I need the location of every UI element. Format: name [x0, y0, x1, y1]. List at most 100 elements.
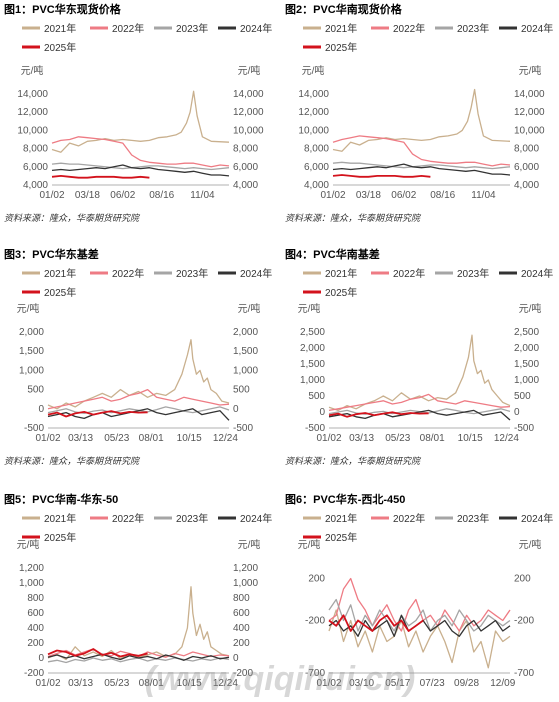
- series-line-2024年: [47, 653, 230, 661]
- legend-label: 2022年: [112, 267, 144, 280]
- legend-label: 2024年: [521, 267, 553, 280]
- series-line-2024年: [47, 408, 230, 421]
- y-tick-label-left: -200: [305, 616, 325, 627]
- y-tick-label-left: 500: [308, 391, 325, 402]
- y-tick-label-right: 600: [233, 608, 250, 619]
- watermark: (www.qiqihui.cn): [145, 660, 416, 697]
- x-tick-label: 10/15: [177, 433, 202, 444]
- legend-label: 2023年: [176, 267, 208, 280]
- series-line-2024年: [332, 163, 511, 176]
- x-tick-label: 05/23: [104, 678, 129, 689]
- y-tick-label-left: -700: [305, 668, 325, 679]
- y-tick-label-right: 1,000: [233, 578, 258, 589]
- legend-label: 2023年: [176, 22, 208, 35]
- y-tick-label-left: 12,000: [17, 107, 48, 118]
- panel-title: 图5：PVC华南-华东-50: [4, 492, 118, 506]
- x-tick-label: 08/16: [430, 190, 455, 201]
- panel-title: 图6：PVC华东-西北-450: [285, 492, 405, 506]
- legend-label: 2021年: [325, 267, 357, 280]
- y-tick-label-right: -500: [514, 423, 534, 434]
- legend-label: 2022年: [393, 22, 425, 35]
- y-tick-label-right: 6,000: [233, 162, 258, 173]
- y-tick-label-right: 8,000: [514, 144, 539, 155]
- y-tick-label-left: 10,000: [17, 125, 48, 136]
- y-unit-right: 元/吨: [238, 538, 261, 551]
- series-line-2025年: [47, 648, 148, 658]
- series-line-2021年: [332, 88, 511, 152]
- legend-label: 2021年: [44, 267, 76, 280]
- y-tick-label-right: 8,000: [233, 144, 258, 155]
- series-line-2022年: [51, 136, 230, 168]
- series-line-2025年: [328, 411, 429, 418]
- x-tick-label: 08/01: [420, 433, 445, 444]
- panel-1: 图1：PVC华东现货价格 2021年 2022年 2023年 2024年 2025年元/吨…: [4, 2, 272, 223]
- y-tick-label-left: 1,500: [300, 359, 325, 370]
- legend: 2021年 2022年 2023年 2024年 2025年: [22, 22, 272, 54]
- series-line-2021年: [328, 334, 511, 412]
- x-tick-label: 01/02: [316, 433, 341, 444]
- y-tick-label-right: 800: [233, 593, 250, 604]
- y-tick-label-left: 200: [27, 638, 44, 649]
- y-tick-label-right: 500: [233, 385, 250, 396]
- series-line-2023年: [51, 162, 230, 171]
- y-tick-label-left: 600: [27, 608, 44, 619]
- y-tick-label-right: 14,000: [514, 89, 545, 100]
- legend-label: 2021年: [325, 22, 357, 35]
- y-tick-label-right: 0: [514, 407, 520, 418]
- legend-label: 2025年: [325, 531, 357, 544]
- legend-label: 2025年: [44, 531, 76, 544]
- x-tick-label: 03/10: [349, 678, 374, 689]
- y-tick-label-left: -500: [24, 423, 44, 434]
- legend-label: 2025年: [44, 41, 76, 54]
- y-tick-label-left: 12,000: [298, 107, 329, 118]
- y-tick-label-left: 1,200: [19, 563, 44, 574]
- x-tick-label: 01/02: [35, 678, 60, 689]
- y-tick-label-left: 400: [27, 623, 44, 634]
- y-tick-label-left: 200: [308, 574, 325, 585]
- panel-title: 图4：PVC华南基差: [285, 247, 380, 261]
- y-tick-label-left: 14,000: [298, 89, 329, 100]
- x-tick-label: 05/23: [385, 433, 410, 444]
- legend-label: 2022年: [112, 512, 144, 525]
- x-tick-label: 03/18: [75, 190, 100, 201]
- series-line-2021年: [328, 609, 511, 669]
- series-line-2023年: [328, 598, 511, 632]
- y-unit-right: 元/吨: [238, 302, 261, 315]
- panel-title: 图1：PVC华东现货价格: [4, 2, 122, 16]
- series-line-2024年: [328, 409, 511, 421]
- y-tick-label-right: 1,000: [233, 365, 258, 376]
- x-tick-label: 11/04: [471, 190, 496, 201]
- y-unit-left: 元/吨: [17, 538, 40, 551]
- x-tick-label: 01/02: [35, 433, 60, 444]
- legend-label: 2021年: [325, 512, 357, 525]
- x-tick-label: 08/01: [139, 433, 164, 444]
- legend-label: 2021年: [44, 22, 76, 35]
- y-tick-label-right: 12,000: [514, 107, 545, 118]
- legend-label: 2024年: [521, 22, 553, 35]
- y-tick-label-right: -200: [233, 668, 253, 679]
- y-tick-label-left: 0: [38, 653, 44, 664]
- y-tick-label-left: 500: [27, 385, 44, 396]
- y-tick-label-left: -500: [305, 423, 325, 434]
- y-tick-label-right: 0: [233, 404, 239, 415]
- legend-label: 2024年: [240, 512, 272, 525]
- legend-label: 2024年: [521, 512, 553, 525]
- series-line-2021年: [51, 90, 230, 153]
- y-tick-label-left: 800: [27, 593, 44, 604]
- x-tick-label: 10/15: [458, 433, 483, 444]
- legend-label: 2023年: [457, 512, 489, 525]
- series-line-2025年: [47, 410, 148, 418]
- legend-label: 2023年: [176, 512, 208, 525]
- x-tick-label: 06/02: [110, 190, 135, 201]
- legend-label: 2022年: [393, 267, 425, 280]
- legend-label: 2023年: [457, 22, 489, 35]
- y-tick-label-left: 0: [38, 404, 44, 415]
- y-tick-label-left: 1,000: [19, 365, 44, 376]
- y-unit-right: 元/吨: [519, 64, 542, 77]
- y-tick-label-left: 0: [319, 407, 325, 418]
- series-line-2022年: [47, 388, 230, 410]
- y-tick-label-right: 10,000: [514, 125, 545, 136]
